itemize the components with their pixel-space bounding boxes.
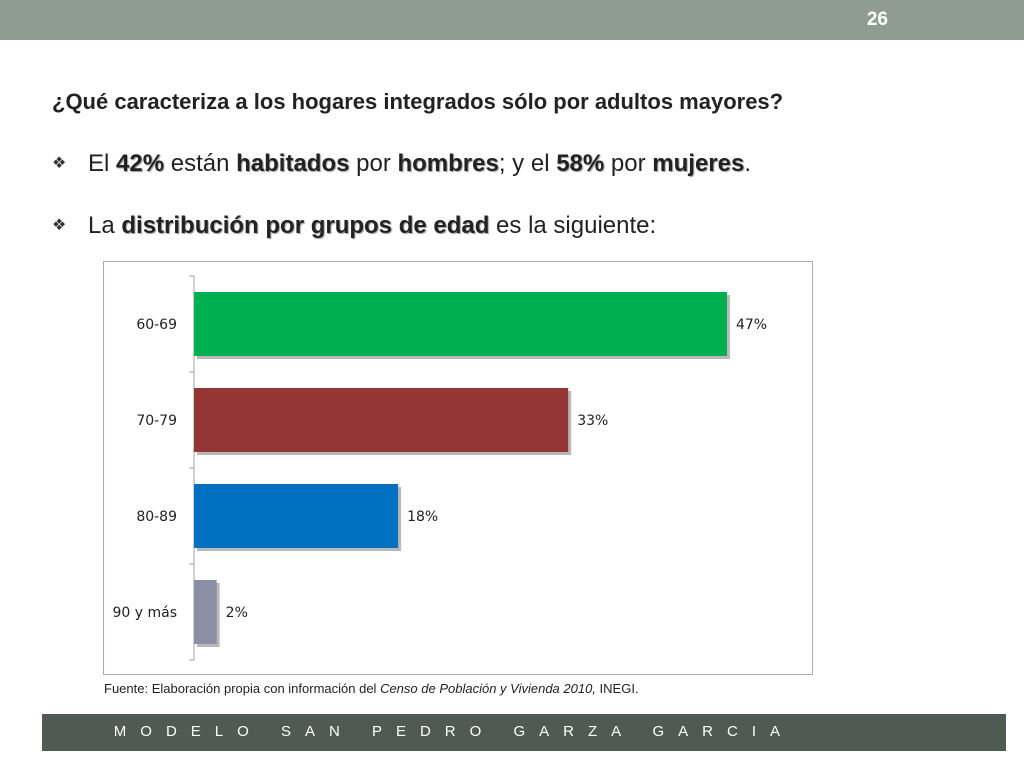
category-label: 80-89 [136, 509, 177, 525]
source-note: Fuente: Elaboración propia con informaci… [104, 681, 639, 696]
category-label: 70-79 [136, 413, 177, 429]
bullet-gender: ❖ El 42% están habitados por hombres; y e… [52, 150, 751, 178]
slide-number: 26 [866, 9, 888, 30]
bullet-age-text: La distribución por grupos de edad es la… [88, 212, 657, 239]
footer-title: MODELO SAN PEDRO GARZA GARCIA [113, 723, 794, 740]
four-petal-diamond-icon: ❖ [52, 217, 67, 234]
bullet-gender-text: El 42% están habitados por hombres; y el… [88, 150, 752, 177]
top-band [0, 0, 1024, 40]
four-petal-diamond-icon: ❖ [52, 155, 67, 172]
bar-60-69 [194, 292, 727, 356]
category-label: 90 y más [112, 605, 177, 621]
age-distribution-chart: 60-69 47% 70-79 33% 80-89 18% 90 y más 2% [103, 261, 813, 675]
bar-80-89 [194, 484, 399, 548]
data-label: 2% [226, 605, 248, 621]
footer-band: MODELO SAN PEDRO GARZA GARCIA [42, 714, 1006, 751]
data-label: 18% [407, 509, 438, 525]
category-label: 60-69 [136, 317, 177, 333]
bullet-age-distribution: ❖ La distribución por grupos de edad es l… [52, 212, 656, 240]
data-label: 33% [577, 413, 608, 429]
bar-90-y-más [194, 580, 217, 644]
bar-70-79 [194, 388, 569, 452]
bar-chart-svg: 60-69 47% 70-79 33% 80-89 18% 90 y más 2% [112, 275, 767, 661]
data-label: 47% [736, 317, 767, 333]
slide-question: ¿Qué caracteriza a los hogares integrado… [52, 89, 784, 114]
